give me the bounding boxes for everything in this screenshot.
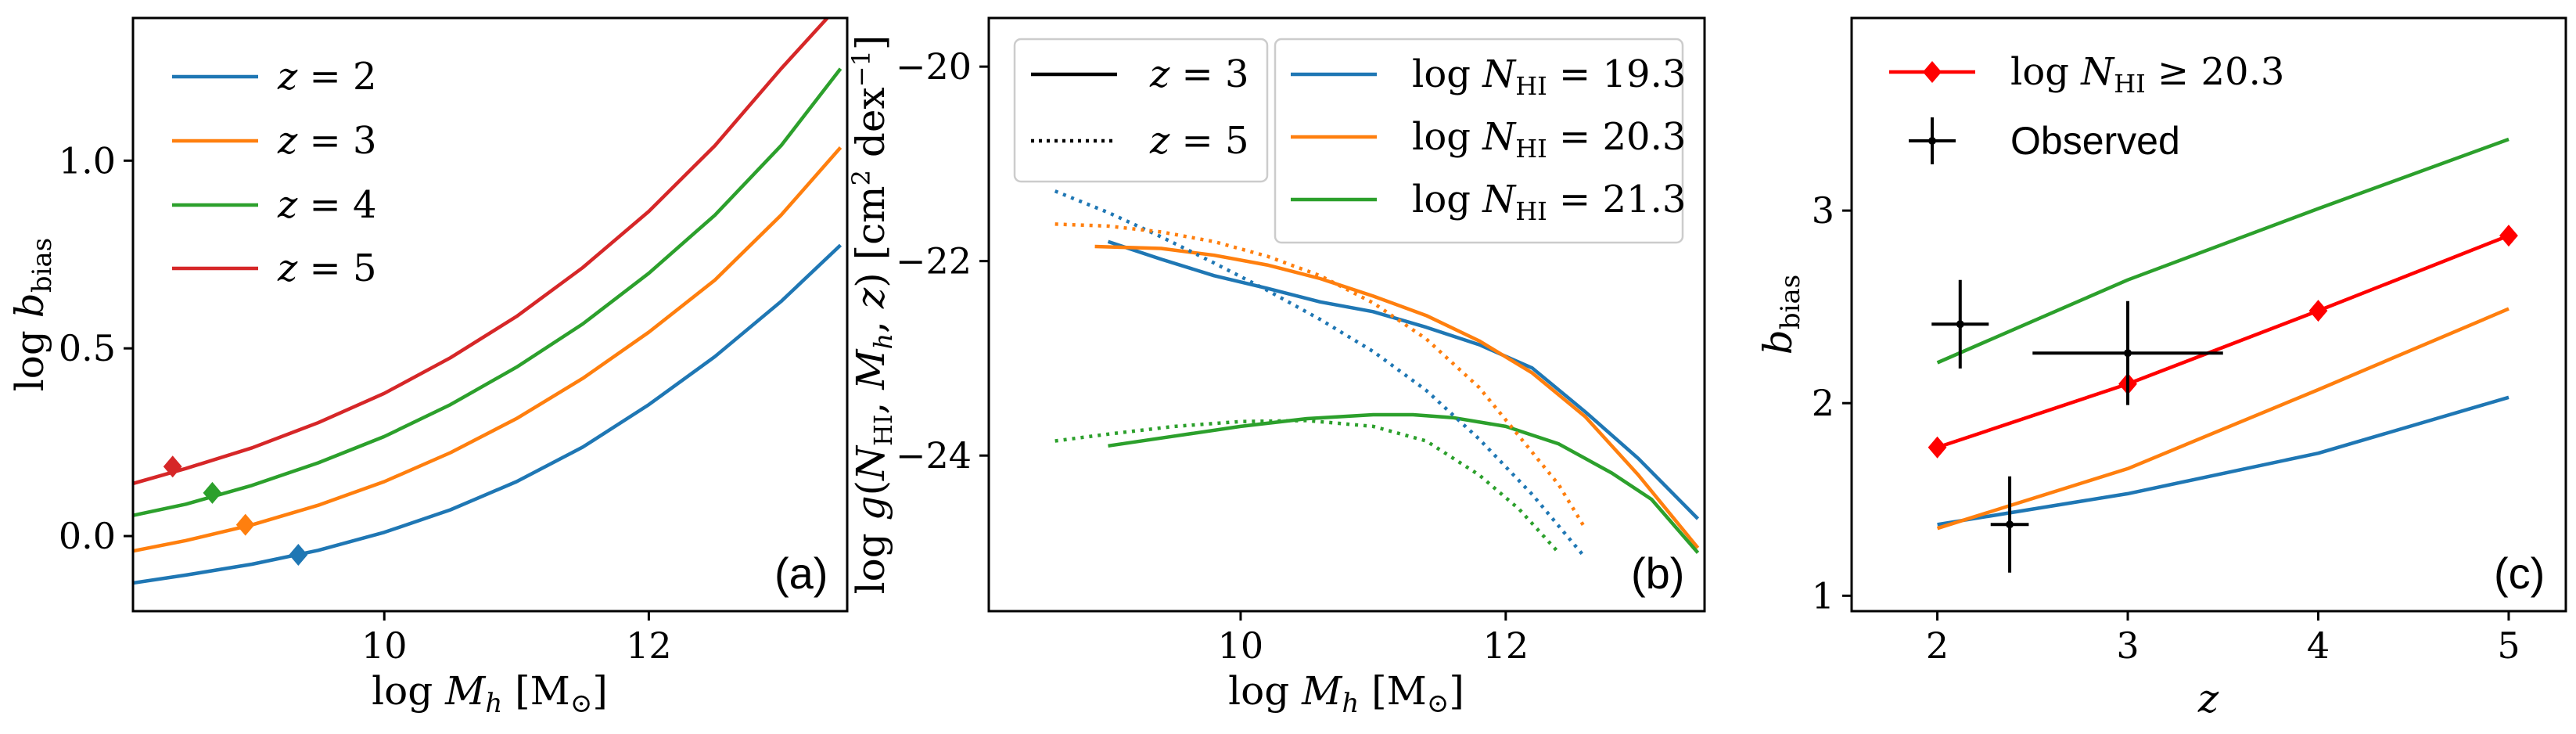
panel-a-ylabel: log bbias	[7, 238, 58, 391]
panel-c-xtick-label: 5	[2497, 624, 2520, 667]
panel-a-series-line-2	[133, 243, 842, 585]
legend-label-z5: z = 5	[277, 246, 377, 290]
panel-b-xlabel: log Mh [M⊙]	[1228, 668, 1464, 719]
panel-c-label: (c)	[2494, 549, 2545, 598]
panel-a-xtick-label: 10	[361, 624, 408, 667]
panel-a-diamond-marker	[235, 513, 255, 536]
panel-c-frame	[1850, 16, 2567, 613]
panel-a-series-line-5	[133, 18, 829, 486]
panel-c-diamond-marker	[1928, 436, 1947, 459]
legend-label-nhi-ge: log NHI ≥ 20.3	[2010, 50, 2284, 99]
panel-a-ytick-label: 0.0	[59, 515, 116, 557]
panel-a-xlabel: log Mh [M⊙]	[372, 668, 608, 719]
panel-a: 10 12 0.0 0.5 1.0 z = 2 z = 3 z = 4 z = 5 (a…	[7, 16, 849, 719]
panel-a-ytick-label: 1.0	[59, 139, 116, 182]
observed-point	[1956, 320, 1964, 329]
panel-a-series-group	[133, 18, 842, 585]
panel-c-xtick-label: 4	[2307, 624, 2330, 667]
panel-c-ytick-label: 1	[1812, 574, 1834, 617]
panel-b-xtick-label: 10	[1218, 624, 1264, 667]
panel-b-xtick-label: 12	[1483, 624, 1529, 667]
panel-c-model-line	[1936, 137, 2510, 365]
legend-label-dotted: z = 5	[1149, 119, 1249, 163]
panel-b-color-legend: log NHI = 19.3 log NHI = 20.3 log NHI = …	[1274, 38, 1686, 244]
panel-b-linestyle-legend: z = 3 z = 5	[1013, 38, 1269, 183]
panel-b-ytick-label: −20	[896, 45, 972, 88]
panel-c-diamond-marker	[2499, 225, 2518, 247]
panel-a-xtick-label: 12	[626, 624, 672, 667]
panel-b-series-line	[1054, 419, 1561, 554]
legend-label-nhi203: log NHI = 20.3	[1412, 115, 1686, 164]
panel-a-ytick-label: 0.5	[59, 327, 116, 369]
panel-c-xtick-label: 3	[2116, 624, 2139, 667]
panel-c-ytick-label: 3	[1812, 189, 1834, 232]
panel-a-series-line-4	[133, 67, 842, 517]
panel-c-ytick-label: 2	[1812, 382, 1834, 424]
panel-b-series-line	[1108, 412, 1700, 554]
panel-a-diamond-marker	[289, 544, 308, 567]
panel-a-frame	[131, 16, 849, 613]
panel-c-observed-group	[1931, 279, 2223, 573]
panel-b-ytick-label: −24	[896, 434, 972, 477]
panel-b-series-line	[1107, 239, 1700, 520]
panel-c: 2 3 4 5 1 2 3 log NHI ≥ 20.3 Observed (c) z bb…	[1755, 16, 2567, 721]
panel-c-series-group	[1928, 137, 2518, 531]
panel-b: 10 12 −24 −22 −20 z = 3 z = 5 log NHI = 19.3…	[846, 16, 1706, 719]
panel-b-ylabel: log g(NHI, Mh, z) [cm2 dex−1]	[846, 35, 898, 595]
legend-marker-diamond	[1923, 61, 1942, 83]
legend-observed-point	[1928, 137, 1936, 145]
panel-a-legend: z = 2 z = 3 z = 4 z = 5	[172, 55, 377, 290]
panel-c-diamond-marker	[2308, 300, 2328, 322]
legend-label-z2: z = 2	[277, 55, 377, 99]
color-legend-box	[1274, 38, 1684, 244]
panel-c-legend: log NHI ≥ 20.3 Observed	[1889, 50, 2284, 164]
panel-a-label: (a)	[774, 549, 828, 598]
legend-label-z3: z = 3	[277, 119, 377, 163]
panel-c-ticks-group: 2 3 4 5 1 2 3	[1812, 189, 2520, 667]
panel-b-ticks-group: 10 12 −24 −22 −20	[896, 45, 1529, 667]
panel-a-diamond-marker	[203, 481, 222, 504]
panel-c-model-line	[1936, 307, 2510, 531]
panel-c-xtick-label: 2	[1926, 624, 1949, 667]
panel-b-ytick-label: −22	[896, 240, 972, 282]
panel-b-series-line	[1094, 244, 1700, 549]
panel-a-diamond-marker	[163, 455, 182, 478]
panel-c-red-line	[1936, 234, 2510, 449]
legend-label-nhi213: log NHI = 21.3	[1412, 178, 1686, 226]
legend-label-z4: z = 4	[277, 183, 377, 227]
legend-label-observed: Observed	[2010, 119, 2180, 163]
observed-point	[2124, 349, 2132, 358]
panel-a-ticks-group: 10 12 0.0 0.5 1.0	[59, 139, 672, 667]
legend-label-nhi193: log NHI = 19.3	[1412, 52, 1686, 101]
panel-c-ylabel: bbias	[1755, 275, 1806, 354]
panel-b-series-group	[1054, 189, 1700, 559]
observed-point	[2006, 520, 2014, 529]
panel-b-frame	[987, 16, 1706, 613]
panel-c-xlabel: z	[2197, 676, 2219, 721]
legend-label-solid: z = 3	[1149, 52, 1249, 96]
panel-c-model-line	[1937, 395, 2510, 527]
panel-b-label: (b)	[1631, 549, 1684, 598]
panel-a-markers-group	[163, 455, 308, 567]
panel-b-series-line	[1054, 222, 1587, 530]
